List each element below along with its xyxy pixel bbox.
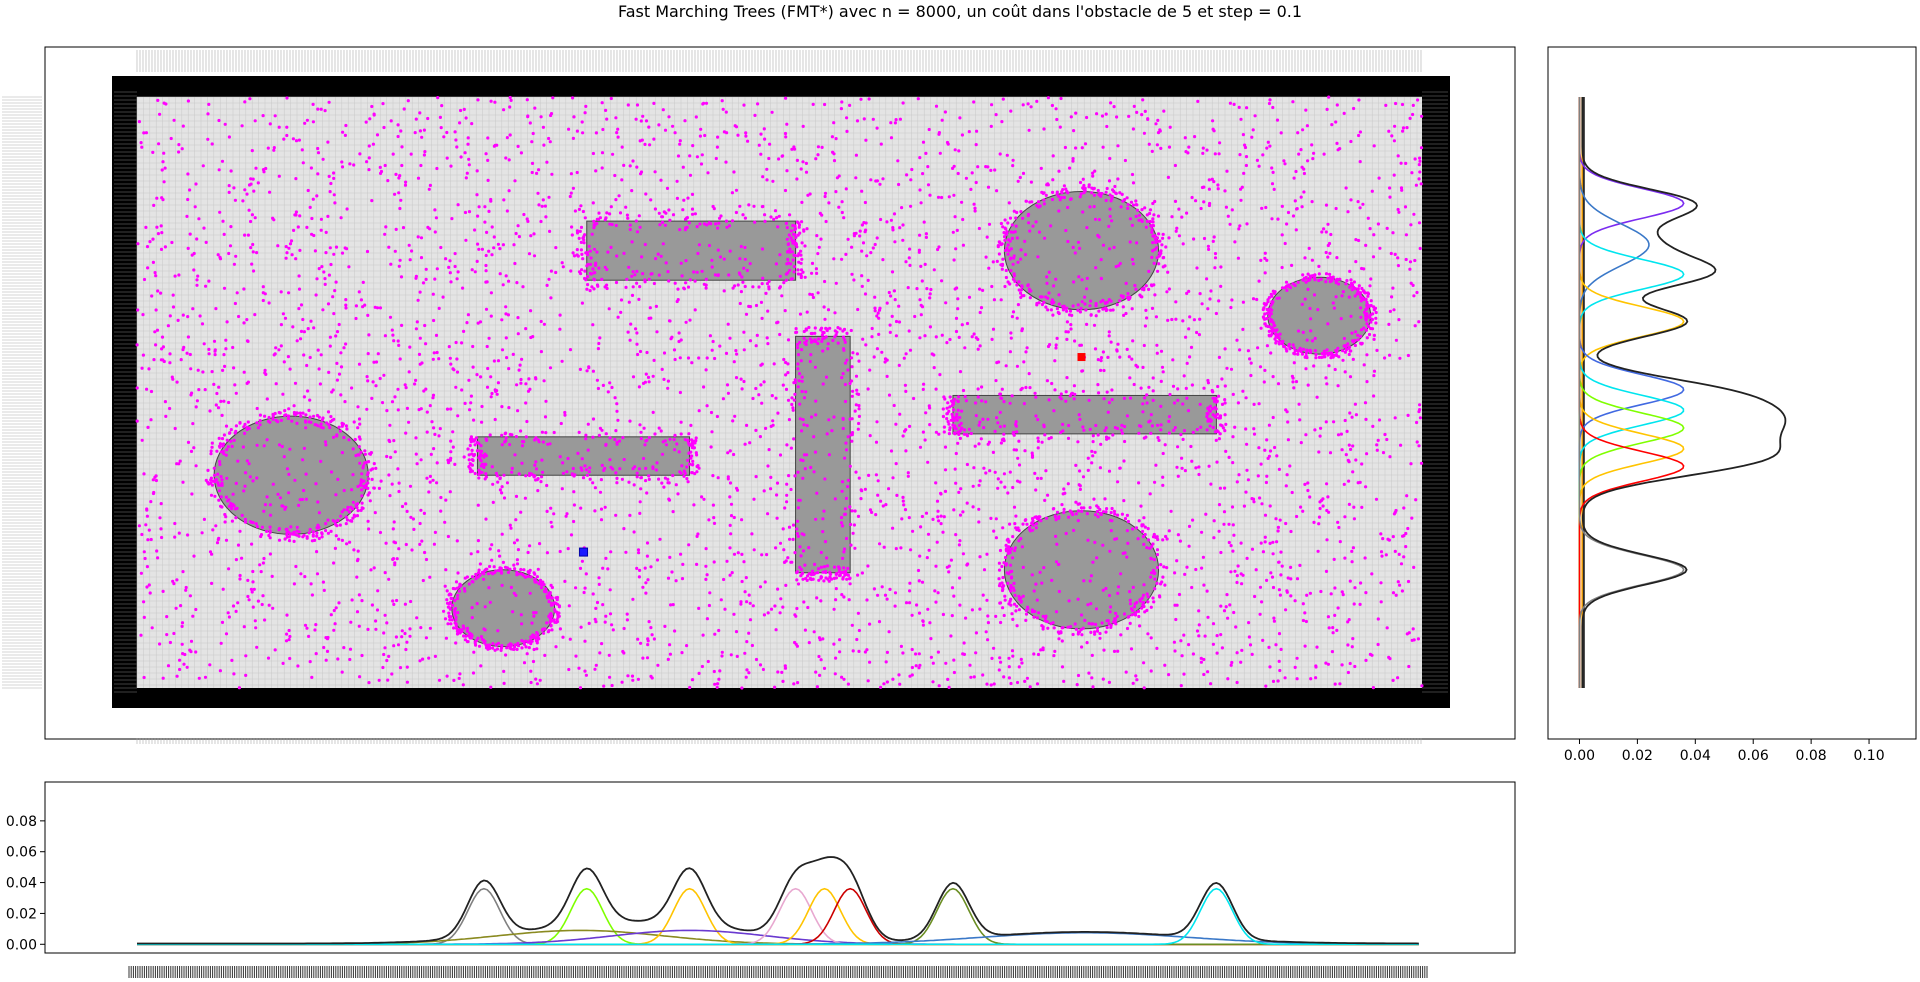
right-density-total <box>1581 97 1787 688</box>
bottom-density-total <box>137 856 1419 945</box>
bottom-density-x-ticks-crowded <box>128 966 1428 978</box>
main-map-panel <box>2 46 1516 744</box>
bottom-y-tick-label: 0.06 <box>6 845 37 861</box>
bottom-density-component-11 <box>137 887 1419 946</box>
map-border-hatching <box>114 91 1448 693</box>
right-density-x-ticks: 0.00 0.02 0.04 0.06 0.08 0.10 <box>1564 739 1885 764</box>
goal-marker <box>1077 353 1086 362</box>
bottom-y-tick-label: 0.02 <box>6 906 37 922</box>
bottom-density-frame <box>44 781 1516 954</box>
right-x-tick-label: 0.06 <box>1738 748 1769 764</box>
right-x-tick-label: 0.10 <box>1853 748 1884 764</box>
map-crowded-ticks <box>2 50 1422 744</box>
right-density-panel: 0.00 0.02 0.04 0.06 0.08 0.10 <box>1547 46 1917 764</box>
right-density-frame <box>1547 46 1917 740</box>
obstacle-rectangle-1 <box>586 220 797 281</box>
right-x-tick-label: 0.04 <box>1680 748 1711 764</box>
bottom-y-tick-label: 0.08 <box>6 814 37 830</box>
bottom-density-panel: 0.00 0.02 0.04 0.06 0.08 <box>6 781 1516 978</box>
bottom-y-tick-label: 0.04 <box>6 876 37 892</box>
bottom-y-tick-label: 0.00 <box>6 937 37 953</box>
right-x-tick-label: 0.02 <box>1622 748 1653 764</box>
bottom-density-plot <box>137 856 1419 946</box>
obstacle-rectangle-4 <box>952 394 1217 435</box>
map-grid-background <box>137 97 1422 688</box>
obstacle-ellipse-1 <box>1003 191 1160 311</box>
right-x-tick-label: 0.00 <box>1564 748 1595 764</box>
bottom-density-y-ticks: 0.00 0.02 0.04 0.06 0.08 <box>6 814 45 953</box>
sample-points <box>135 95 1424 690</box>
start-marker <box>579 547 589 557</box>
right-density-plot <box>1578 97 1787 688</box>
bottom-crowded-tick-labels <box>128 966 1428 978</box>
chart-title: Fast Marching Trees (FMT*) avec n = 8000… <box>618 2 1302 21</box>
main-map-plot <box>2 50 1450 744</box>
right-x-tick-label: 0.08 <box>1796 748 1827 764</box>
